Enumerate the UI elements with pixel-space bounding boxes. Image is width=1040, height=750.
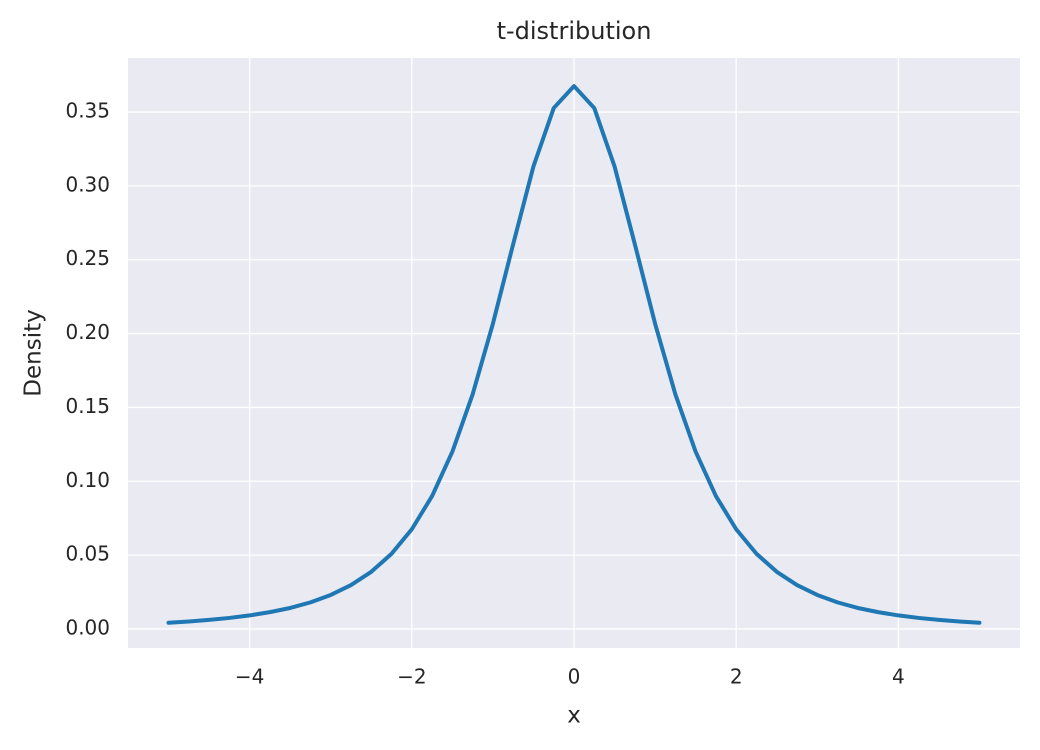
y-tick-label: 0.10 bbox=[65, 468, 110, 492]
x-axis-label: x bbox=[567, 703, 581, 729]
y-tick-label: 0.15 bbox=[65, 394, 110, 418]
y-tick-label: 0.25 bbox=[65, 246, 110, 270]
y-tick-label: 0.05 bbox=[65, 542, 110, 566]
x-tick-label: −4 bbox=[235, 665, 264, 689]
y-tick-label: 0.35 bbox=[65, 99, 110, 123]
y-tick-label: 0.20 bbox=[65, 320, 110, 344]
y-tick-label: 0.30 bbox=[65, 172, 110, 196]
chart-title: t-distribution bbox=[497, 17, 652, 45]
y-tick-label: 0.00 bbox=[65, 615, 110, 639]
x-tick-label: 0 bbox=[568, 665, 581, 689]
x-tick-label: −2 bbox=[397, 665, 426, 689]
line-series bbox=[166, 84, 982, 625]
x-tick-label: 4 bbox=[892, 665, 905, 689]
y-axis-label: Density bbox=[21, 309, 47, 396]
x-tick-label: 2 bbox=[730, 665, 743, 689]
